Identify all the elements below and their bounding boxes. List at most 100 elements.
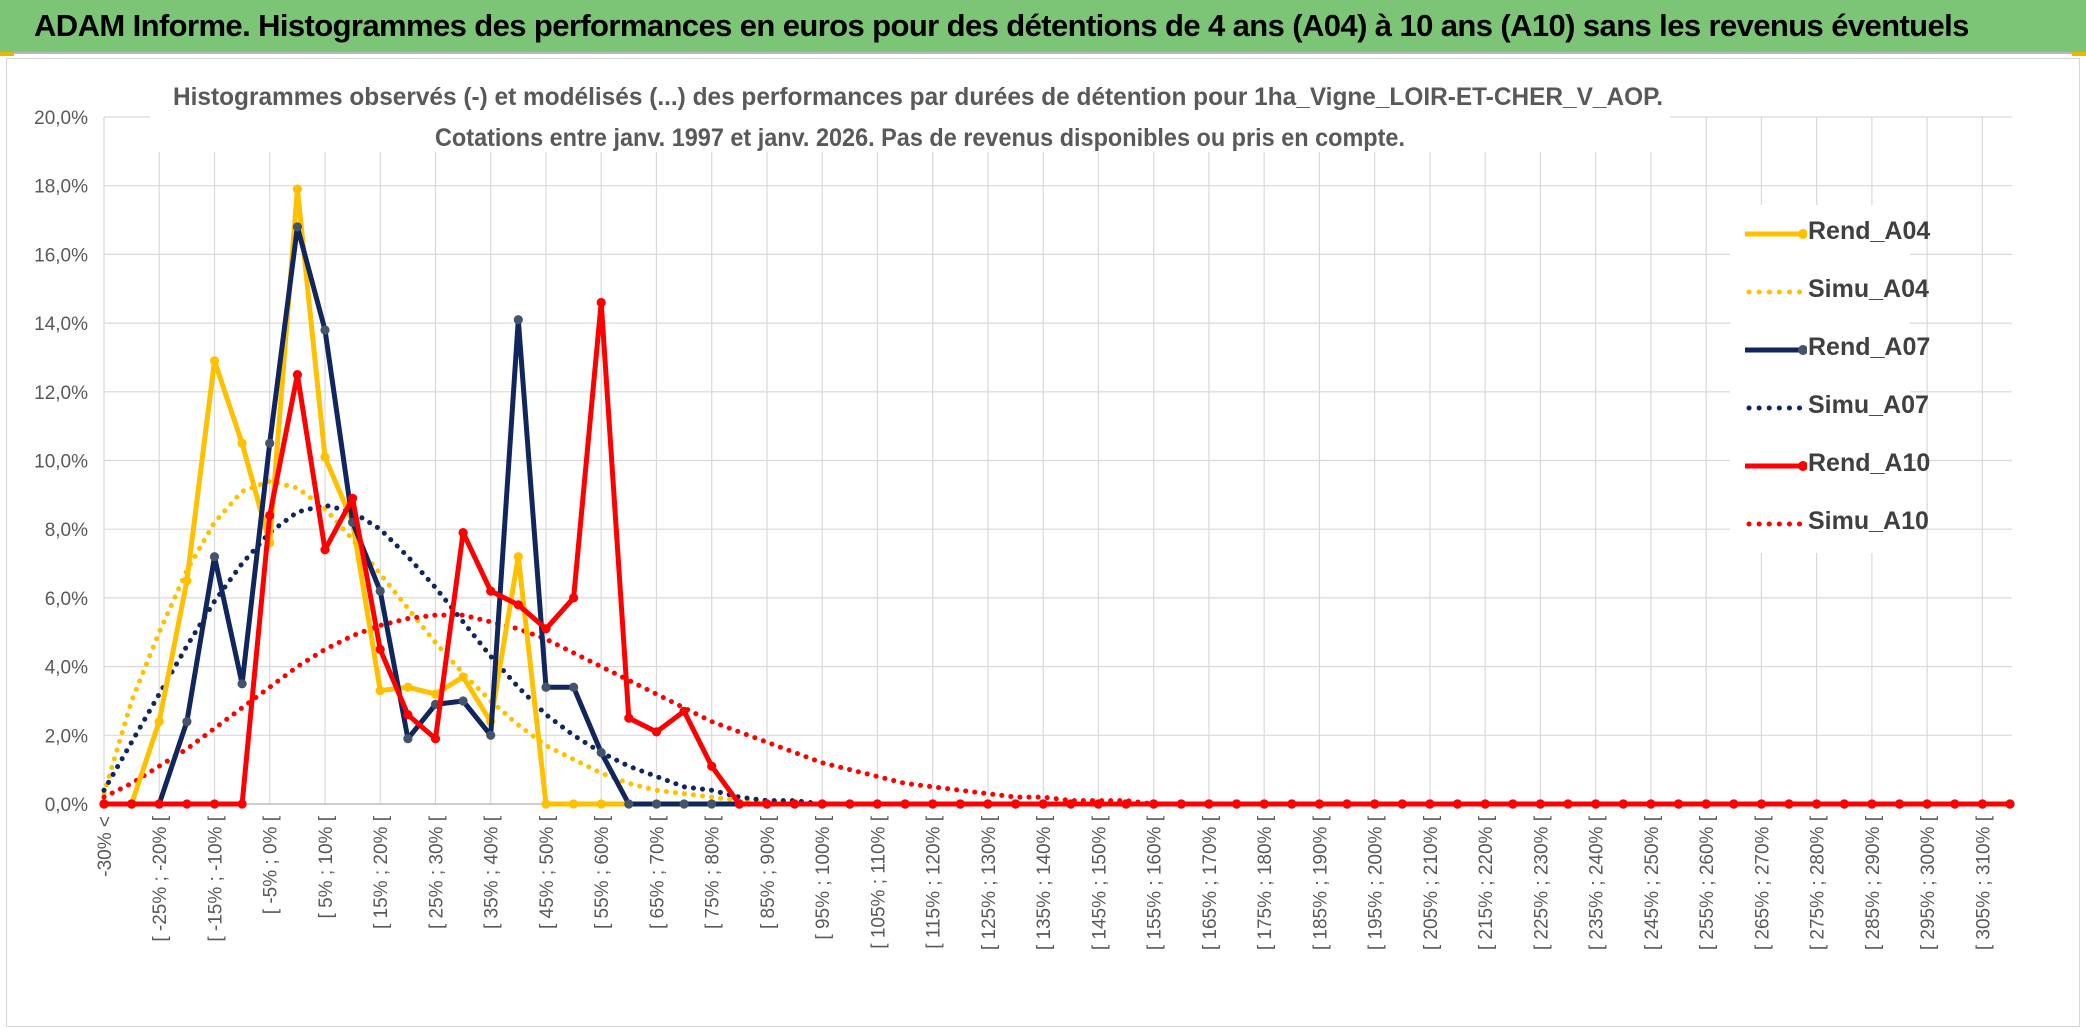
corner-accent-right [2072, 52, 2086, 56]
data-point [569, 799, 579, 809]
x-tick-label: [ 225% ; 230% [ [1531, 815, 1552, 950]
y-tick-label: 14,0% [34, 314, 88, 335]
data-point [513, 600, 523, 610]
x-tick-label: [ 95% ; 100% [ [813, 815, 834, 939]
data-point [292, 370, 302, 380]
data-point [624, 713, 634, 723]
y-tick-label: 0,0% [45, 795, 88, 816]
data-point [541, 624, 551, 634]
data-point [1729, 799, 1739, 809]
y-tick-label: 18,0% [34, 177, 88, 198]
legend-swatch [1745, 461, 1807, 471]
data-point [375, 644, 385, 655]
x-tick-label: [ 105% ; 110% [ [868, 815, 889, 948]
data-point [458, 528, 468, 538]
y-tick-label: 16,0% [34, 245, 88, 266]
data-point [1618, 799, 1628, 809]
data-point [1425, 799, 1435, 809]
data-point [1922, 799, 1932, 809]
legend-label: Simu_A10 [1808, 507, 1929, 535]
data-point [348, 493, 358, 503]
data-point [624, 799, 634, 809]
data-point [182, 799, 192, 809]
data-point [375, 686, 385, 696]
chart-subtitle: Cotations entre janv. 1997 et janv. 2026… [435, 124, 1405, 152]
legend-swatch [1746, 289, 1807, 295]
data-point [817, 799, 827, 809]
x-tick-label: [ 115% ; 120% [ [924, 815, 945, 948]
series-rend-a07 [99, 222, 2015, 809]
data-point [1646, 799, 1656, 809]
corner-accent-left [0, 52, 14, 56]
data-point [1784, 799, 1794, 809]
legend-label: Rend_A04 [1808, 217, 1931, 245]
data-point [1452, 799, 1463, 809]
data-point [403, 734, 413, 744]
x-tick-label: [ 155% ; 160% [ [1145, 815, 1166, 950]
x-tick-label: [ -15% ; -10% [ [205, 815, 226, 941]
series-rend-a04 [99, 184, 2015, 809]
legend-item: Simu_A07 [1730, 379, 1929, 437]
data-point [403, 710, 413, 720]
x-tick-label: [ 275% ; 280% [ [1808, 815, 1829, 950]
y-tick-label: 10,0% [34, 452, 88, 473]
legend-item: Rend_A10 [1730, 437, 1930, 495]
data-point [1038, 799, 1048, 809]
data-point [182, 717, 192, 727]
legend-item: Simu_A04 [1730, 263, 1929, 321]
legend-item: Rend_A04 [1730, 205, 1930, 263]
data-point [1950, 799, 1960, 809]
data-point [651, 799, 662, 809]
data-point [1535, 799, 1545, 809]
x-tick-label: [ 145% ; 150% [ [1089, 815, 1110, 950]
data-point [596, 799, 606, 809]
x-tick-label: [ 65% ; 70% [ [647, 815, 668, 929]
data-point [900, 799, 910, 809]
data-point [513, 315, 523, 325]
data-point [375, 586, 385, 596]
y-tick-label: 8,0% [45, 520, 88, 541]
chart-legend: Rend_A04 Simu_A04 Rend_A07 Simu_A07 Rend_A10… [1730, 205, 1930, 553]
data-point [430, 734, 441, 744]
data-point [1397, 799, 1407, 809]
data-point [237, 799, 247, 809]
data-point [209, 799, 220, 809]
legend-label: Simu_A07 [1808, 391, 1929, 419]
series-line [104, 186, 2010, 807]
x-tick-label: [ -25% ; -20% [ [150, 815, 171, 941]
data-point [1121, 799, 1131, 809]
data-point [955, 799, 965, 809]
x-tick-label: [ 255% ; 260% [ [1697, 815, 1718, 950]
data-point [596, 297, 606, 308]
data-point [1839, 799, 1849, 809]
data-point [1314, 799, 1324, 809]
data-point [292, 222, 302, 232]
y-tick-label: 4,0% [45, 658, 88, 679]
x-tick-label: [ 55% ; 60% [ [592, 815, 613, 929]
data-point [762, 799, 772, 809]
data-point [679, 706, 689, 716]
data-point [486, 730, 496, 740]
data-point [513, 552, 523, 562]
data-point [265, 510, 275, 521]
legend-item: Simu_A10 [1730, 495, 1929, 553]
data-point [1812, 799, 1822, 809]
data-point [1011, 799, 1021, 809]
series-line [104, 300, 2010, 807]
data-point [569, 682, 579, 692]
page-title: ADAM Informe. Histogrammes des performan… [34, 8, 1969, 43]
legend-swatch [1746, 405, 1807, 411]
data-point [1563, 799, 1573, 809]
x-tick-label: [ 245% ; 250% [ [1642, 815, 1663, 950]
data-point [1508, 799, 1518, 809]
data-point [1591, 799, 1601, 809]
data-point [237, 438, 247, 448]
y-tick-label: 6,0% [45, 589, 88, 610]
data-point [1701, 799, 1711, 809]
data-point [154, 717, 164, 727]
x-tick-label: [ 25% ; 30% [ [426, 815, 447, 929]
y-tick-label: 2,0% [45, 726, 88, 747]
data-point [1066, 799, 1076, 809]
x-tick-label: [ 5% ; 10% [ [316, 815, 337, 918]
